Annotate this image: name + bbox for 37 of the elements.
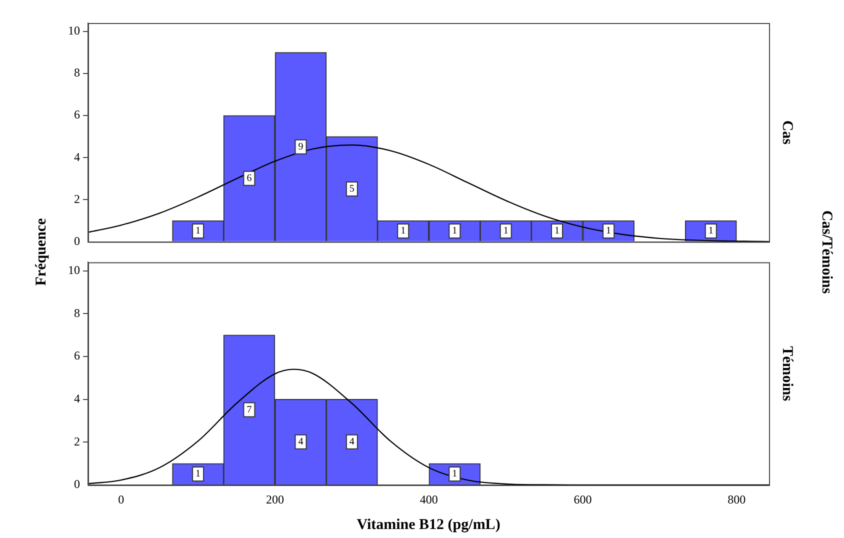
x-tick-label: 0 — [118, 492, 124, 506]
y-tick-label: 4 — [74, 391, 80, 406]
y-tick-label: 2 — [74, 434, 80, 448]
y-tick-label: 6 — [74, 108, 80, 122]
data-label: 9 — [298, 142, 304, 152]
y-axis-title: Fréquence — [34, 218, 50, 286]
data-label: 4 — [298, 436, 304, 448]
y-tick-label: 8 — [74, 306, 80, 320]
x-tick-label: 800 — [728, 492, 746, 506]
data-label: 1 — [554, 226, 560, 237]
y-tick-label: 10 — [68, 262, 80, 277]
y-tick-label: 4 — [74, 150, 80, 164]
text: Cas/Témoins — [818, 210, 834, 294]
x-tick-label: 400 — [420, 492, 438, 506]
data-label: 1 — [452, 226, 458, 237]
data-label: 1 — [708, 226, 714, 237]
data-label: 1 — [503, 226, 508, 237]
data-label: 1 — [400, 226, 406, 237]
y-tick-label: 8 — [74, 66, 80, 80]
data-label: 1 — [452, 468, 458, 480]
y-tick-label: 0 — [74, 234, 80, 248]
x-axis-title: Vitamine B12 (pg/mL) — [356, 516, 500, 533]
data-label: 1 — [196, 468, 201, 480]
y-tick-label: 6 — [74, 348, 80, 363]
y-tick-label: 10 — [68, 24, 80, 38]
data-label: 7 — [246, 404, 252, 416]
y-tick-label: 2 — [74, 192, 80, 206]
x-tick-label: 200 — [266, 492, 284, 506]
y2-axis-title: Cas — [779, 120, 796, 145]
y-tick-label: 0 — [74, 477, 80, 492]
data-label: 1 — [196, 226, 201, 237]
y2-axis-title: Témoins — [779, 346, 796, 402]
data-label: 6 — [246, 173, 252, 184]
x-tick-label: 600 — [574, 492, 592, 506]
data-label: 5 — [349, 184, 354, 195]
data-label: 1 — [606, 226, 612, 237]
data-label: 4 — [349, 436, 354, 448]
